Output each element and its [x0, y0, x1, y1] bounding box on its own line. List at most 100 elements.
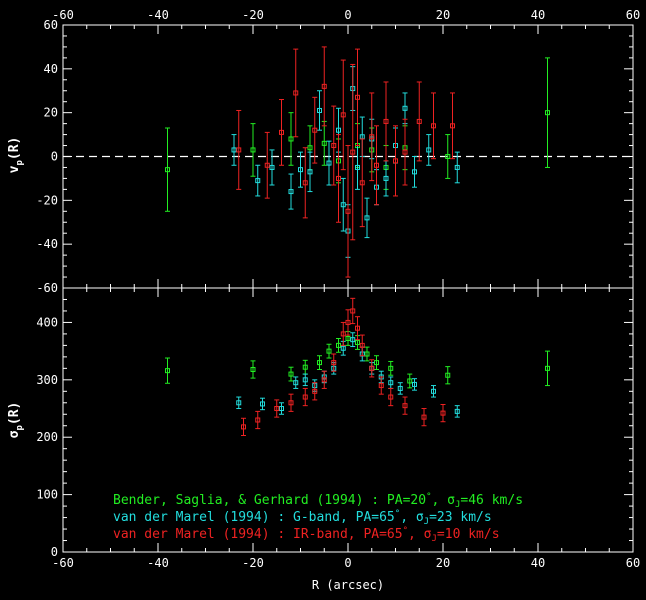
data-point — [350, 149, 356, 155]
data-point — [264, 162, 270, 168]
data-point — [407, 378, 413, 384]
data-point — [288, 400, 294, 406]
x-tick-label-top: -60 — [52, 8, 74, 22]
data-point — [402, 403, 408, 409]
dispersion-panel: 0 100 200 300 400 -60 -40 -20 0 20 40 60 — [36, 287, 640, 570]
y-tick-label: 200 — [36, 430, 58, 444]
data-point — [393, 158, 398, 164]
data-point — [302, 394, 308, 400]
data-point — [293, 90, 299, 96]
data-point — [307, 169, 313, 175]
data-point — [255, 417, 261, 423]
data-point — [231, 147, 237, 153]
x-tick-label: 0 — [344, 556, 351, 570]
data-point — [445, 154, 451, 159]
y-tick-label: -60 — [36, 281, 58, 295]
data-point — [340, 331, 346, 337]
legend-entry: van der Marel (1994) : IR-band, PA=65°, … — [113, 526, 500, 544]
data-point — [321, 83, 327, 89]
x-tick-label: -60 — [52, 556, 74, 570]
data-point — [288, 136, 294, 142]
data-point — [274, 406, 280, 412]
data-point — [545, 110, 550, 116]
data-point — [445, 372, 451, 378]
data-point — [336, 127, 341, 133]
y-tick-label: 100 — [36, 488, 58, 502]
data-point — [412, 169, 417, 175]
data-point — [431, 388, 436, 394]
data-point — [307, 145, 313, 151]
data-point — [269, 164, 275, 170]
data-point — [326, 160, 332, 166]
data-point — [250, 147, 256, 153]
data-point — [383, 175, 389, 181]
data-series — [231, 66, 460, 258]
data-point — [326, 348, 332, 354]
data-point — [416, 118, 422, 124]
data-series — [236, 46, 455, 278]
data-point — [293, 380, 299, 386]
data-point — [388, 365, 394, 371]
data-point — [321, 377, 327, 383]
data-point — [383, 118, 389, 124]
data-point — [431, 123, 436, 129]
data-point — [378, 383, 384, 389]
data-point — [336, 175, 341, 181]
data-point — [350, 337, 356, 343]
data-point — [279, 406, 284, 412]
data-point — [340, 202, 346, 208]
data-point — [340, 112, 346, 118]
data-point — [369, 365, 375, 371]
data-series — [241, 297, 446, 436]
data-point — [355, 340, 360, 346]
y-tick-label: 0 — [51, 150, 58, 164]
data-point — [345, 319, 351, 325]
data-point — [302, 377, 308, 383]
data-point — [359, 180, 365, 186]
x-tick-label: -40 — [147, 556, 169, 570]
data-point — [345, 336, 351, 342]
data-point — [331, 143, 337, 149]
data-point — [364, 215, 370, 221]
data-point — [355, 164, 360, 170]
y-tick-label: 400 — [36, 315, 58, 329]
data-point — [450, 123, 455, 129]
data-point — [241, 424, 246, 430]
x-tick-label: 60 — [626, 556, 640, 570]
data-point — [388, 394, 394, 400]
data-point — [165, 167, 170, 173]
y-tick-label: 20 — [44, 106, 58, 120]
data-point — [302, 364, 308, 370]
data-point — [340, 345, 346, 351]
data-point — [412, 381, 417, 387]
x-tick-label-top: 60 — [626, 8, 640, 22]
y-tick-label: 300 — [36, 373, 58, 387]
x-tick-label-top: -20 — [242, 8, 264, 22]
data-point — [454, 408, 460, 414]
data-point — [260, 401, 265, 407]
x-tick-label: 20 — [436, 556, 450, 570]
data-point — [331, 360, 337, 366]
data-point — [312, 127, 318, 133]
data-point — [250, 366, 256, 372]
data-point — [255, 178, 261, 184]
y-tick-label: -20 — [36, 193, 58, 207]
data-point — [165, 368, 170, 374]
data-point — [345, 208, 351, 214]
x-tick-label-top: 0 — [344, 8, 351, 22]
data-point — [440, 410, 446, 416]
data-point — [402, 105, 408, 111]
data-point — [236, 400, 242, 406]
velocity-axis-label: vp(R) — [7, 137, 25, 174]
data-point — [321, 140, 327, 146]
data-point — [364, 351, 370, 357]
data-point — [374, 162, 379, 168]
data-point — [317, 107, 322, 113]
y-tick-label: 60 — [44, 18, 58, 32]
data-point — [312, 388, 318, 394]
y-tick-label: 0 — [51, 545, 58, 559]
data-point — [374, 360, 379, 366]
data-point — [402, 149, 408, 155]
